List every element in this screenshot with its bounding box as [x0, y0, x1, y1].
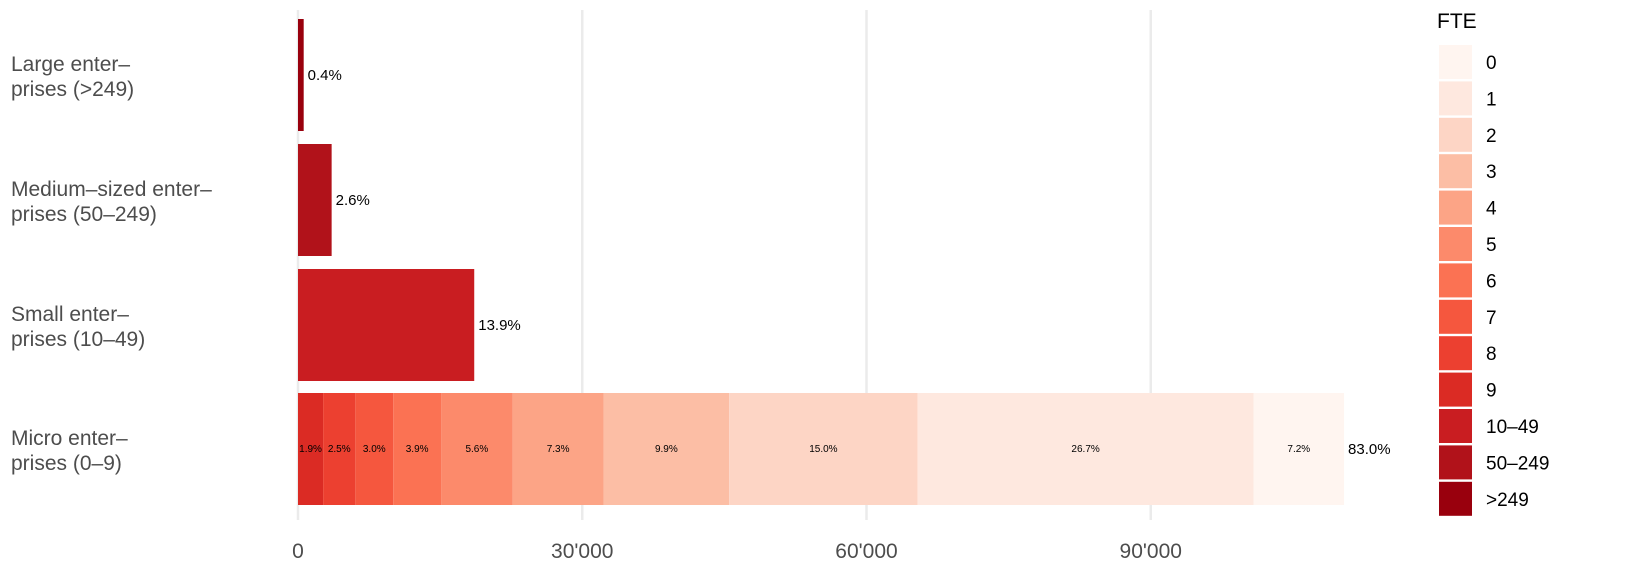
bar-total-label: 2.6% — [336, 192, 370, 209]
x-tick-label: 30'000 — [551, 540, 613, 563]
category-labels: Large enter– prises (>249) Medium–sized en… — [11, 53, 212, 475]
legend-label: 4 — [1486, 199, 1497, 220]
legend-label: 7 — [1486, 308, 1497, 329]
segment-label: 15.0% — [809, 444, 837, 455]
legend-label: 2 — [1486, 126, 1497, 147]
bar-segment — [323, 393, 356, 505]
legend-title: FTE — [1437, 10, 1477, 33]
legend-key — [1439, 45, 1472, 79]
segment-label: 7.3% — [547, 444, 570, 455]
legend-label: 6 — [1486, 271, 1497, 292]
legend-label: 3 — [1486, 162, 1497, 183]
bar-segment — [1253, 393, 1345, 505]
legend-key — [1439, 336, 1472, 371]
x-tick-label: 0 — [292, 540, 304, 563]
bar-segment — [298, 393, 324, 505]
segment-label: 26.7% — [1071, 444, 1099, 455]
bar-total-label: 83.0% — [1348, 441, 1391, 458]
legend-key — [1439, 445, 1472, 480]
segment-label: 1.9% — [299, 444, 322, 455]
segment-label: 9.9% — [655, 444, 678, 455]
legend-key — [1439, 372, 1472, 407]
bar-segment — [355, 393, 394, 505]
legend-label: 9 — [1486, 381, 1497, 402]
segment-label: 3.9% — [406, 444, 429, 455]
legend-key — [1439, 409, 1472, 443]
legend: FTE 0 1 2 3 4 5 6 7 8 9 10–49 50–249 >249 — [1437, 10, 1549, 516]
legend-label: 10–49 — [1486, 417, 1539, 438]
x-axis: 0 30'000 60'000 90'000 — [292, 540, 1182, 563]
legend-key — [1439, 190, 1472, 225]
bar-segment — [512, 393, 604, 505]
bar-segment — [729, 393, 918, 505]
bar-segment — [298, 144, 332, 256]
legend-key — [1439, 481, 1472, 516]
category-label: Medium–sized enter– prises (50–249) — [11, 178, 212, 226]
legend-key — [1439, 81, 1472, 116]
legend-label: 8 — [1486, 344, 1497, 365]
bar-segment — [298, 19, 304, 131]
bar-total-label: 0.4% — [308, 67, 342, 84]
legend-key — [1439, 227, 1472, 261]
bar-segment — [917, 393, 1254, 505]
bar-segment — [603, 393, 730, 505]
bars-layer: 0.4% 2.6% 13.9% 1.9% 2.5% 3.0% 3.9% 5.6% 7.3% 9.9… — [298, 19, 1391, 505]
x-tick-label: 60'000 — [835, 540, 897, 563]
legend-label: 0 — [1486, 53, 1497, 74]
segment-label: 5.6% — [465, 444, 488, 455]
bar-segment — [298, 269, 475, 381]
legend-label: 5 — [1486, 235, 1497, 256]
legend-key — [1439, 299, 1472, 334]
category-label: Small enter– prises (10–49) — [11, 303, 145, 351]
segment-label: 7.2% — [1287, 444, 1310, 455]
legend-key — [1439, 117, 1472, 152]
segment-label: 2.5% — [328, 444, 351, 455]
bar-segment — [393, 393, 442, 505]
segment-label: 3.0% — [363, 444, 386, 455]
legend-label: 1 — [1486, 89, 1497, 110]
legend-label: 50–249 — [1486, 453, 1549, 474]
category-label: Micro enter– prises (0–9) — [11, 427, 128, 475]
bar-total-label: 13.9% — [478, 317, 521, 334]
category-label: Large enter– prises (>249) — [11, 53, 134, 101]
legend-key — [1439, 154, 1472, 189]
x-tick-label: 90'000 — [1120, 540, 1182, 563]
legend-key — [1439, 263, 1472, 298]
legend-label: >249 — [1486, 490, 1529, 511]
bar-segment — [441, 393, 513, 505]
